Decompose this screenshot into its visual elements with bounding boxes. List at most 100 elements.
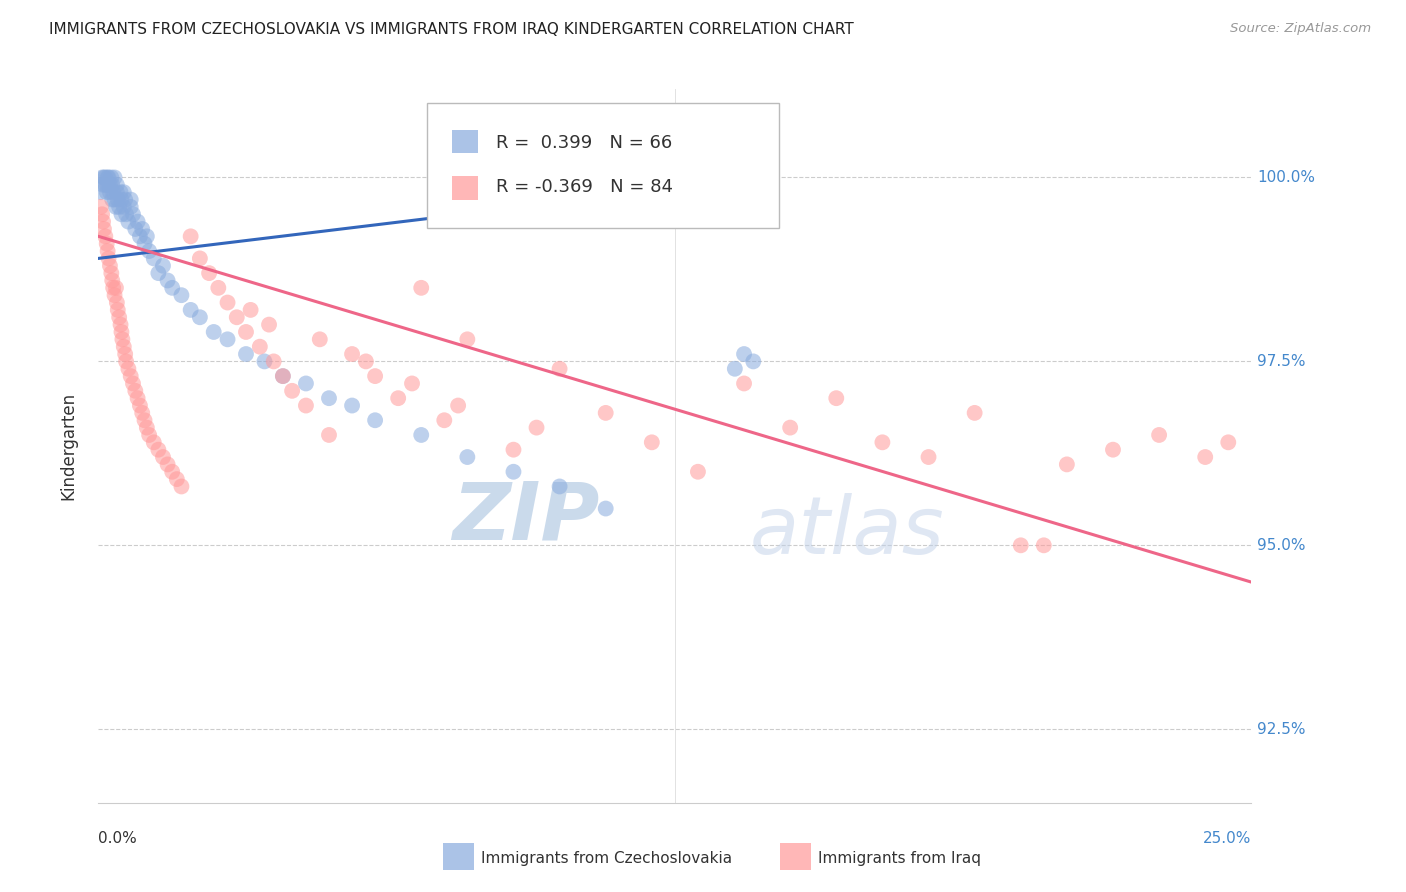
Point <box>120 200 142 214</box>
Point <box>198 266 221 280</box>
Point <box>340 399 363 413</box>
Point <box>103 288 125 302</box>
Point <box>129 399 152 413</box>
Text: 100.0%: 100.0% <box>1257 170 1315 185</box>
Point <box>548 479 571 493</box>
Text: ZIP: ZIP <box>453 478 600 557</box>
Point <box>90 185 112 199</box>
Point <box>122 207 145 221</box>
Point <box>733 347 755 361</box>
FancyBboxPatch shape <box>453 177 478 200</box>
Text: R = -0.369   N = 84: R = -0.369 N = 84 <box>496 178 673 196</box>
Point <box>295 376 318 391</box>
Text: 0.0%: 0.0% <box>98 831 138 847</box>
Point <box>595 501 617 516</box>
Point <box>105 178 128 192</box>
Point <box>129 229 152 244</box>
Point <box>94 229 117 244</box>
Point <box>872 435 894 450</box>
Point <box>526 420 548 434</box>
Point <box>733 376 755 391</box>
Y-axis label: Kindergarten: Kindergarten <box>59 392 77 500</box>
Point <box>364 413 387 427</box>
Point <box>115 207 138 221</box>
Point <box>225 310 247 325</box>
Point <box>127 391 149 405</box>
Point <box>686 465 709 479</box>
Point <box>160 465 183 479</box>
Text: 92.5%: 92.5% <box>1257 722 1306 737</box>
Point <box>271 369 294 384</box>
Point <box>235 347 257 361</box>
Point <box>91 170 114 185</box>
Point <box>111 332 134 346</box>
Point <box>94 178 117 192</box>
Point <box>98 178 121 192</box>
Point <box>103 170 125 185</box>
Point <box>91 178 114 192</box>
Point <box>98 259 121 273</box>
Point <box>1102 442 1125 457</box>
Point <box>138 428 160 442</box>
Point <box>152 450 174 464</box>
Point <box>387 391 409 405</box>
Point <box>354 354 377 368</box>
Point <box>110 325 132 339</box>
Point <box>104 200 127 214</box>
Point <box>318 428 340 442</box>
Point <box>779 420 801 434</box>
Point <box>148 266 170 280</box>
Point <box>135 420 157 434</box>
Point <box>114 193 136 207</box>
Point <box>117 214 139 228</box>
Point <box>100 170 122 185</box>
Point <box>105 295 128 310</box>
Point <box>411 428 433 442</box>
Point <box>91 214 114 228</box>
Point <box>114 347 136 361</box>
Point <box>97 170 120 185</box>
Point <box>217 332 239 346</box>
Point <box>180 302 202 317</box>
Point <box>112 200 135 214</box>
Point <box>1218 435 1240 450</box>
Point <box>138 244 160 258</box>
Point <box>724 361 747 376</box>
Point <box>90 200 112 214</box>
Point <box>271 369 294 384</box>
Point <box>548 361 571 376</box>
Text: 25.0%: 25.0% <box>1204 831 1251 847</box>
Point <box>170 479 193 493</box>
FancyBboxPatch shape <box>427 103 779 228</box>
Point <box>105 185 128 199</box>
Point <box>401 376 423 391</box>
Point <box>96 185 118 199</box>
Point <box>1147 428 1170 442</box>
Point <box>107 193 129 207</box>
Text: IMMIGRANTS FROM CZECHOSLOVAKIA VS IMMIGRANTS FROM IRAQ KINDERGARTEN CORRELATION : IMMIGRANTS FROM CZECHOSLOVAKIA VS IMMIGR… <box>49 22 853 37</box>
Point <box>257 318 280 332</box>
Point <box>94 170 117 185</box>
Point <box>281 384 304 398</box>
Point <box>103 193 125 207</box>
Point <box>595 406 617 420</box>
Point <box>170 288 193 302</box>
Point <box>112 185 135 199</box>
Point <box>156 458 179 472</box>
Point <box>112 340 135 354</box>
Point <box>641 435 664 450</box>
Point <box>131 222 153 236</box>
Point <box>1056 458 1078 472</box>
Point <box>101 281 124 295</box>
Point <box>340 347 363 361</box>
Point <box>101 193 124 207</box>
Text: Immigrants from Czechoslovakia: Immigrants from Czechoslovakia <box>481 851 733 865</box>
Point <box>364 369 387 384</box>
Text: 95.0%: 95.0% <box>1257 538 1306 553</box>
Point <box>142 252 165 266</box>
Point <box>110 193 132 207</box>
Point <box>108 200 131 214</box>
Point <box>98 185 121 199</box>
Point <box>156 273 179 287</box>
Point <box>263 354 285 368</box>
